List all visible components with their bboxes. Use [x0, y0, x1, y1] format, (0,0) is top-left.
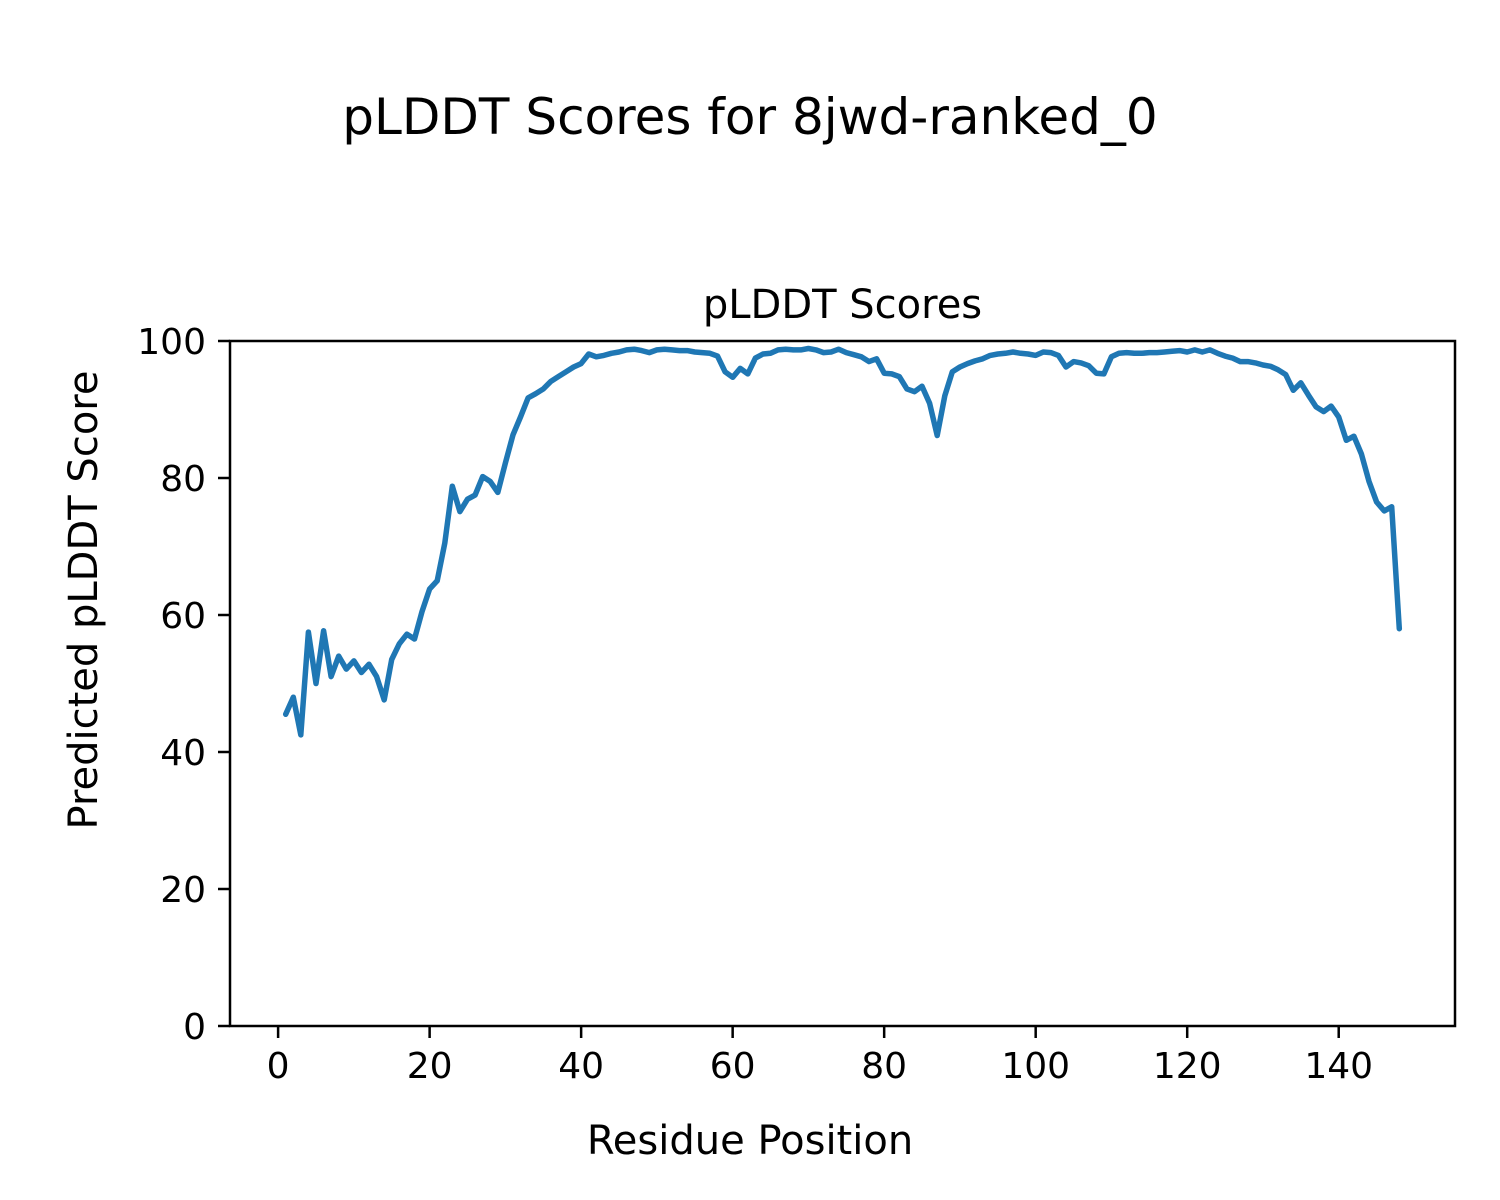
x-tick-label: 100	[1001, 1046, 1070, 1087]
plddt-score-line	[282, 345, 1403, 738]
x-tick-label: 140	[1304, 1046, 1373, 1087]
y-tick-label: 80	[160, 459, 206, 500]
axes-title: pLDDT Scores	[702, 282, 983, 328]
y-tick-label: 20	[160, 870, 206, 911]
x-tick-label: 20	[407, 1046, 453, 1087]
y-tick-label: 60	[160, 596, 206, 637]
y-tick-label: 40	[160, 733, 206, 774]
x-tick-label: 80	[861, 1046, 907, 1087]
y-axis-label: Predicted pLDDT Score	[61, 370, 107, 830]
x-axis-label: Residue Position	[586, 1118, 914, 1164]
y-tick-label: 100	[137, 322, 206, 363]
x-tick-label: 40	[558, 1046, 604, 1087]
x-tick-label: 120	[1153, 1046, 1222, 1087]
x-tick-label: 60	[710, 1046, 756, 1087]
y-tick-label: 0	[183, 1007, 206, 1048]
figure-title: pLDDT Scores for 8jwd-ranked_0	[342, 88, 1158, 146]
axes-frame	[228, 339, 1457, 1028]
x-tick-label: 0	[267, 1046, 290, 1087]
